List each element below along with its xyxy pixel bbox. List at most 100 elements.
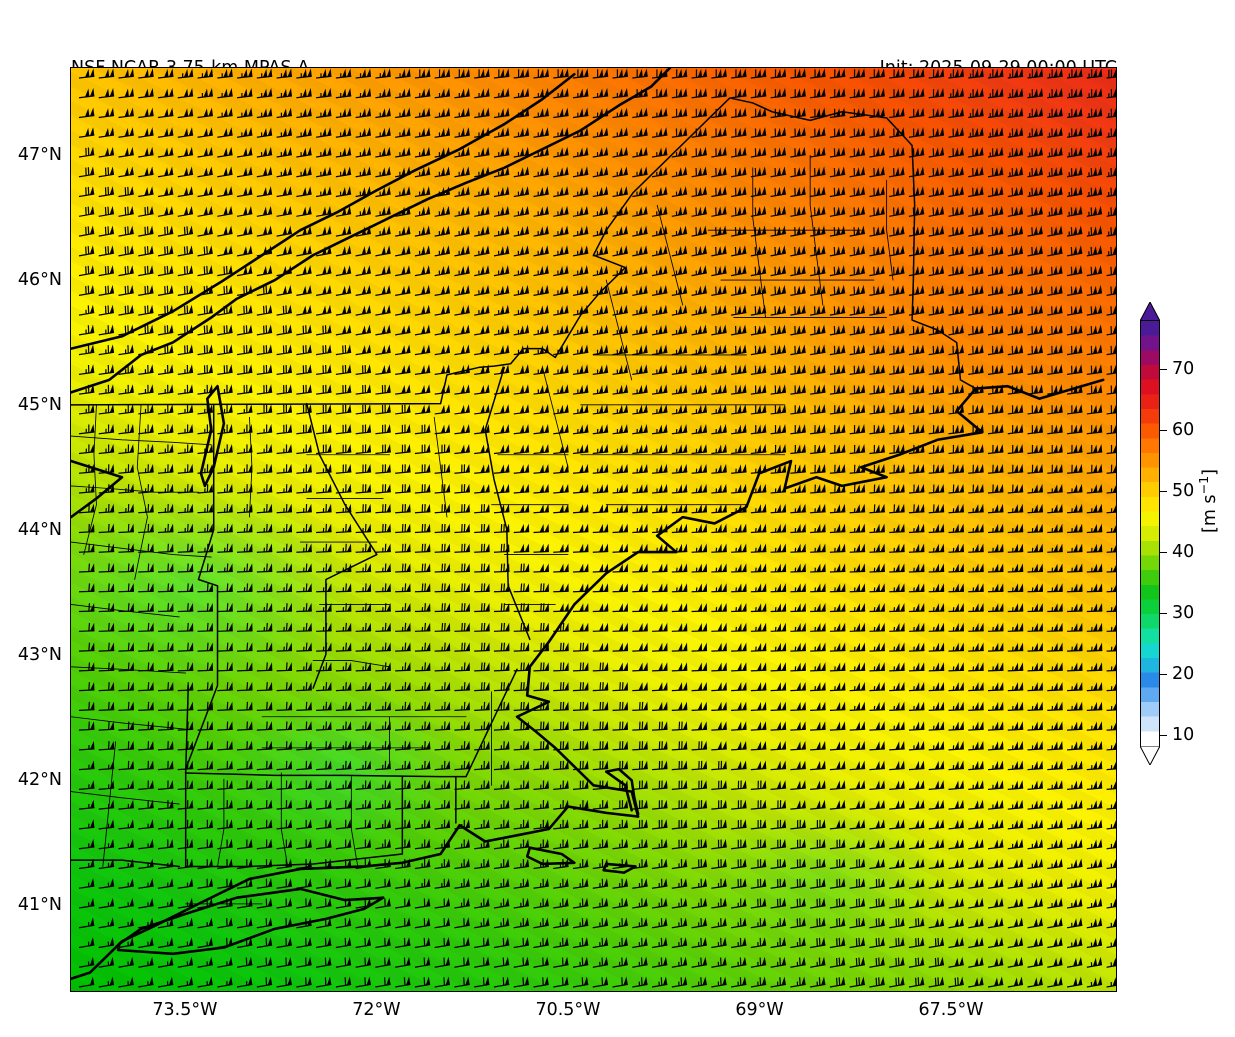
wind-barb xyxy=(78,344,95,356)
wind-barb xyxy=(928,284,945,296)
wind-barb xyxy=(138,721,154,731)
wind-barb xyxy=(651,127,668,138)
wind-barb xyxy=(434,583,451,593)
wind-barb xyxy=(592,324,609,336)
wind-barb xyxy=(533,364,549,376)
wind-barb xyxy=(335,976,352,988)
wind-barb xyxy=(968,324,984,336)
wind-barb xyxy=(98,304,115,316)
wind-barb xyxy=(691,721,708,731)
wind-barb xyxy=(434,284,451,296)
wind-barb xyxy=(1007,107,1024,119)
wind-barb xyxy=(553,956,569,968)
wind-barb xyxy=(395,463,411,474)
wind-barb xyxy=(968,68,984,79)
wind-barb xyxy=(217,384,233,395)
wind-barb xyxy=(434,897,451,909)
wind-barb xyxy=(711,799,727,810)
wind-barb xyxy=(118,760,134,771)
wind-barb xyxy=(1007,68,1024,79)
wind-barb xyxy=(276,780,293,791)
wind-barb xyxy=(1047,304,1063,316)
wind-barb xyxy=(296,721,312,731)
wind-barb xyxy=(276,304,292,316)
wind-barb xyxy=(770,87,787,99)
wind-barb xyxy=(118,127,134,138)
wind-barb xyxy=(197,701,214,711)
wind-barb xyxy=(691,205,707,217)
wind-barb xyxy=(157,483,174,494)
wind-barb xyxy=(829,186,846,198)
wind-barb xyxy=(553,245,569,257)
wind-barb-overlay xyxy=(78,68,1116,988)
wind-barb xyxy=(573,603,589,613)
wind-barb xyxy=(790,563,806,573)
wind-barb xyxy=(237,662,253,672)
wind-barb xyxy=(612,166,628,178)
wind-barb xyxy=(849,146,866,158)
wind-barb xyxy=(454,324,470,336)
wind-barb xyxy=(454,917,470,929)
wind-barb xyxy=(731,740,747,751)
wind-barb xyxy=(770,799,787,810)
wind-barb xyxy=(256,583,273,593)
wind-barb xyxy=(217,956,233,968)
wind-barb xyxy=(770,344,787,356)
wind-barb xyxy=(493,583,510,593)
wind-barb xyxy=(592,443,609,455)
wind-barb xyxy=(829,740,846,751)
wind-barb xyxy=(750,721,767,731)
wind-barb xyxy=(375,799,391,810)
wind-barb xyxy=(177,642,194,652)
wind-barb xyxy=(296,780,312,791)
wind-barb xyxy=(711,740,727,751)
wind-barb xyxy=(256,937,273,949)
wind-barb xyxy=(711,662,727,672)
wind-barb xyxy=(217,740,233,751)
wind-barb xyxy=(335,146,352,158)
wind-barb xyxy=(157,68,174,79)
wind-barb xyxy=(1047,284,1063,296)
wind-barb xyxy=(434,107,451,119)
wind-barb xyxy=(157,858,174,870)
wind-barb xyxy=(790,364,806,376)
wind-barb xyxy=(1007,603,1024,613)
wind-barb xyxy=(1027,701,1044,711)
wind-barb xyxy=(316,107,332,119)
wind-barb xyxy=(98,878,115,889)
wind-barb xyxy=(533,937,549,949)
wind-barb xyxy=(928,384,945,395)
wind-barb xyxy=(968,523,984,534)
wind-barb xyxy=(731,384,747,395)
wind-barb xyxy=(750,543,767,553)
wind-barb xyxy=(197,897,213,909)
wind-barb xyxy=(513,543,530,553)
wind-barb xyxy=(1047,166,1063,178)
wind-barb xyxy=(651,897,668,909)
wind-barb xyxy=(612,701,629,711)
wind-barb xyxy=(395,225,411,237)
border-ny-nj xyxy=(71,859,181,868)
wind-barb xyxy=(434,463,451,474)
wind-barb xyxy=(414,976,431,988)
colorbar-tick xyxy=(1160,368,1167,371)
wind-barb xyxy=(316,603,332,613)
wind-barb xyxy=(217,344,233,356)
wind-barb xyxy=(217,543,233,553)
wind-barb xyxy=(1106,918,1116,929)
wind-barb xyxy=(474,344,490,356)
wind-barb xyxy=(849,404,866,415)
wind-barb xyxy=(632,622,648,632)
wind-barb xyxy=(138,424,154,435)
wind-barb xyxy=(177,107,194,119)
wind-barb xyxy=(1106,977,1116,988)
wind-barb xyxy=(908,721,925,731)
wind-barb xyxy=(1066,838,1083,850)
wind-barb xyxy=(316,344,332,356)
wind-barb xyxy=(533,523,549,534)
wind-barb xyxy=(1066,127,1083,138)
wind-barb xyxy=(414,384,431,395)
wind-barb xyxy=(1106,186,1116,198)
wind-barb xyxy=(790,87,806,99)
wind-barb xyxy=(889,662,905,672)
